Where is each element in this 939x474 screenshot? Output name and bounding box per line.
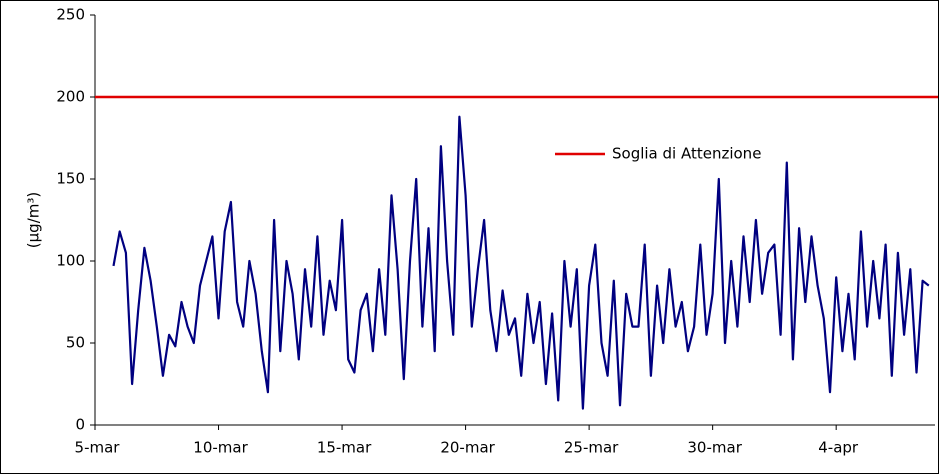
data-line [112,115,930,410]
y-axis-label: (µg/m³) [25,192,43,248]
x-tick-label: 15-mar [317,439,372,457]
x-tick-label: 25-mar [564,439,619,457]
x-tick-label: 20-mar [440,439,495,457]
y-tick-label: 250 [56,6,85,24]
x-tick-label: 5-mar [75,439,121,457]
x-tick-label: 30-mar [687,439,742,457]
y-tick-label: 50 [66,334,85,352]
y-tick-label: 150 [56,170,85,188]
legend-label: Soglia di Attenzione [612,145,761,163]
y-tick-label: 100 [56,252,85,270]
x-tick-label: 4-apr [818,439,859,457]
x-tick-label: 10-mar [193,439,248,457]
y-tick-label: 200 [56,88,85,106]
y-tick-label: 0 [75,416,85,434]
